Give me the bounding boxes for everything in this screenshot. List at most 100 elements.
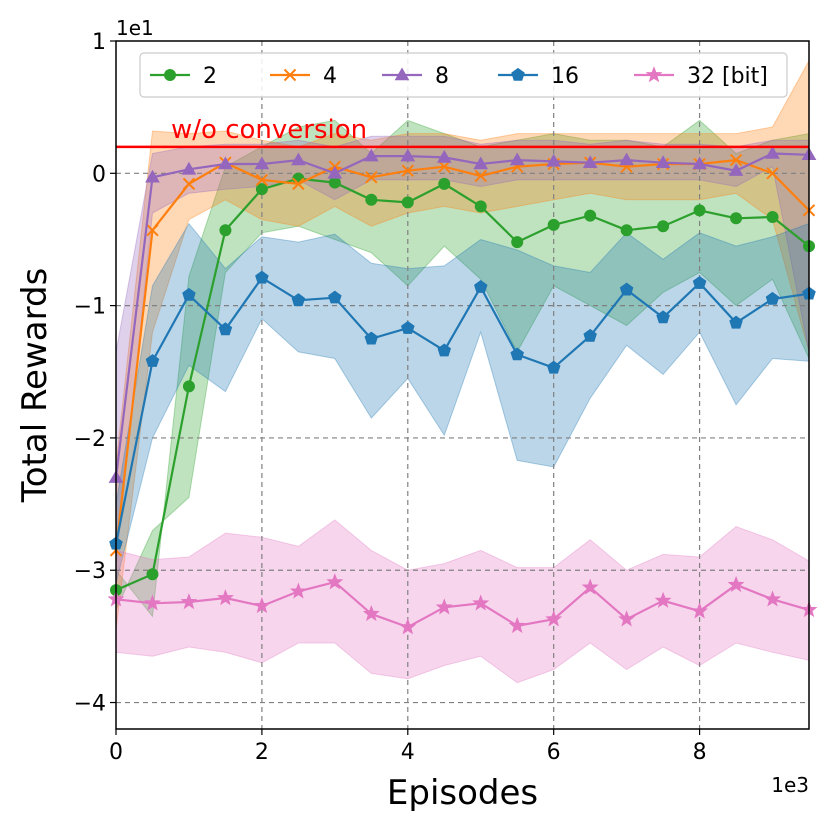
legend-marker xyxy=(164,69,176,81)
legend-label: 8 xyxy=(435,64,449,89)
data-point xyxy=(620,224,633,237)
data-point xyxy=(729,153,743,167)
axis-ticks: 0 2 4 6 810−1−2−3−4 xyxy=(74,30,707,765)
data-point xyxy=(655,155,671,168)
data-point xyxy=(583,328,597,342)
series-line-16 xyxy=(114,276,810,545)
legend-label: 32 [bit] xyxy=(687,64,768,89)
data-point xyxy=(656,310,670,324)
x-tick-label: 8 xyxy=(693,740,707,765)
data-point xyxy=(545,610,563,627)
plot-frame xyxy=(115,40,810,730)
data-point xyxy=(365,193,378,206)
data-point xyxy=(472,594,490,611)
data-point xyxy=(146,568,159,581)
y-tick-label: −3 xyxy=(74,559,106,584)
legend-marker xyxy=(511,67,525,81)
data-point xyxy=(328,290,342,304)
data-point xyxy=(401,320,415,334)
data-point xyxy=(766,167,779,180)
x-axis-label: Episodes xyxy=(387,773,538,813)
x-tick-label: 6 xyxy=(547,740,561,765)
data-point xyxy=(581,578,599,595)
data-point xyxy=(400,148,416,162)
data-point xyxy=(363,148,379,162)
x-tick-label: 0 xyxy=(109,740,123,765)
data-point xyxy=(291,293,306,307)
data-point xyxy=(619,282,634,296)
data-point xyxy=(618,610,636,627)
data-point xyxy=(436,149,452,163)
data-point xyxy=(253,597,271,614)
x-exponent-label: 1e3 xyxy=(771,773,809,797)
data-point xyxy=(289,582,307,599)
reference-line-group: w/o conversion xyxy=(116,115,809,149)
data-point xyxy=(254,156,270,170)
data-point xyxy=(219,224,232,237)
data-point xyxy=(474,200,487,213)
data-point xyxy=(401,196,414,209)
data-point xyxy=(546,153,562,167)
data-point xyxy=(438,160,451,173)
data-point xyxy=(365,171,378,184)
data-point xyxy=(654,591,672,608)
data-point xyxy=(401,164,414,177)
data-point xyxy=(582,155,598,168)
confidence-bands xyxy=(115,60,810,684)
confidence-band-32bit xyxy=(115,519,810,684)
data-point xyxy=(143,594,161,611)
data-point xyxy=(510,347,524,361)
data-point xyxy=(437,343,451,357)
legend-label: 2 xyxy=(203,64,217,89)
data-point xyxy=(218,322,233,336)
y-tick-label: 0 xyxy=(92,162,106,187)
data-point xyxy=(255,270,269,284)
reference-line-label: w/o conversion xyxy=(171,115,367,145)
data-point xyxy=(216,589,234,606)
data-point xyxy=(584,209,597,222)
data-point xyxy=(181,161,197,175)
data-point xyxy=(180,593,198,610)
series-line-8 xyxy=(114,152,810,478)
data-point xyxy=(509,152,525,166)
data-point xyxy=(729,315,743,329)
data-point xyxy=(474,169,487,183)
data-point xyxy=(727,575,745,593)
data-point xyxy=(546,360,561,374)
legend-label: 4 xyxy=(323,64,337,89)
data-point xyxy=(182,177,196,191)
data-point xyxy=(328,176,341,189)
data-point xyxy=(145,354,160,367)
data-point xyxy=(438,177,451,190)
data-point xyxy=(145,169,160,183)
data-point xyxy=(508,616,526,634)
data-point xyxy=(362,604,380,622)
data-point xyxy=(692,275,707,289)
data-point xyxy=(692,156,707,170)
data-point xyxy=(765,291,780,305)
series-line-2 xyxy=(115,177,810,592)
legend-marker xyxy=(283,68,297,82)
confidence-band-16 xyxy=(115,222,810,584)
plot-border xyxy=(115,40,810,730)
data-point xyxy=(473,156,489,170)
x-tick-label: 2 xyxy=(255,740,269,765)
data-point xyxy=(474,279,488,293)
data-point xyxy=(182,380,195,393)
grid-lines xyxy=(116,41,809,729)
legend-box xyxy=(139,52,788,98)
data-point xyxy=(693,204,706,217)
data-point xyxy=(435,598,453,615)
data-point xyxy=(291,152,306,166)
data-point xyxy=(547,218,560,231)
data-point xyxy=(255,173,269,187)
legend-marker xyxy=(394,67,410,81)
y-tick-label: −4 xyxy=(74,692,106,717)
data-point xyxy=(766,210,779,223)
data-point xyxy=(182,287,196,301)
y-tick-label: −1 xyxy=(74,295,106,320)
data-point xyxy=(728,163,744,176)
legend: 2 4 8 16 32 [bit] xyxy=(139,52,788,98)
data-point xyxy=(730,212,743,225)
